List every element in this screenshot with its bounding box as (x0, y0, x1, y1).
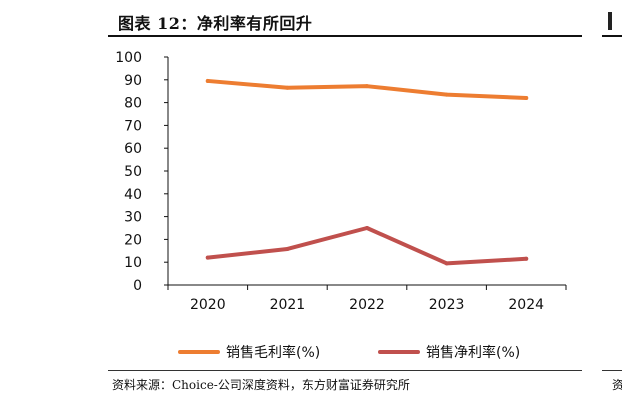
legend-label: 销售净利率(%) (426, 344, 520, 361)
x-axis: 2020 2021 2022 2023 2024 (167, 284, 567, 313)
source-rule (108, 370, 582, 371)
x-tick-label: 2021 (270, 297, 306, 313)
y-axis: 0 10 20 30 40 50 60 70 80 90 100 (115, 50, 169, 294)
adjacent-source-rule (602, 370, 622, 371)
y-tick-label: 20 (124, 232, 142, 248)
y-tick-label: 10 (124, 255, 142, 271)
data-point (524, 256, 529, 261)
series-2 (205, 226, 529, 266)
legend: 销售毛利率(%) 销售净利率(%) (178, 344, 520, 361)
figure-title: 图表 12：净利率有所回升 (118, 14, 313, 33)
adjacent-figure-edge (608, 12, 612, 30)
y-tick-label: 80 (124, 96, 142, 112)
series-layer (205, 78, 529, 266)
y-tick-label: 30 (124, 210, 142, 226)
legend-label: 销售毛利率(%) (226, 344, 320, 361)
y-tick-label: 90 (124, 73, 142, 89)
data-point (524, 96, 529, 101)
y-tick-label: 100 (115, 50, 142, 66)
source-note: 资料来源：Choice-公司深度资料，东方财富证券研究所 (112, 378, 410, 392)
y-tick-label: 50 (124, 164, 142, 180)
y-tick-label: 70 (124, 118, 142, 134)
data-point (365, 226, 369, 230)
y-tick-label: 0 (133, 278, 142, 294)
title-rule (108, 35, 582, 37)
x-tick-label: 2023 (429, 297, 465, 313)
data-point (365, 84, 369, 89)
data-point (285, 246, 290, 251)
data-point (444, 92, 449, 97)
series-line (205, 78, 529, 101)
y-tick-label: 40 (124, 187, 142, 203)
adjacent-title-rule (602, 35, 622, 37)
data-point (205, 255, 210, 260)
series-line (205, 226, 529, 266)
series-1 (205, 78, 529, 101)
data-point (285, 85, 290, 90)
x-tick-label: 2024 (508, 297, 544, 313)
y-tick-label: 60 (124, 141, 142, 157)
data-point (444, 261, 449, 266)
x-tick-label: 2022 (349, 297, 385, 313)
data-point (205, 78, 210, 83)
adjacent-source-char: 资 (612, 378, 622, 392)
x-tick-label: 2020 (190, 297, 226, 313)
